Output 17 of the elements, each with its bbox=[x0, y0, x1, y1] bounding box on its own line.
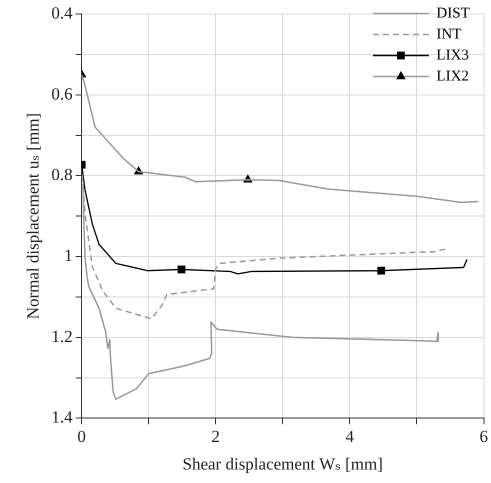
x-tick-label: 0 bbox=[77, 426, 86, 446]
y-tick-label: 1.2 bbox=[51, 326, 73, 346]
x-tick-label: 4 bbox=[345, 426, 354, 446]
legend-label: DIST bbox=[436, 5, 470, 22]
x-tick-label: 2 bbox=[211, 426, 220, 446]
y-axis-title: Normal displacement uₛ [mm] bbox=[24, 112, 43, 320]
legend-label: LIX2 bbox=[436, 68, 469, 84]
x-tick-label: 6 bbox=[480, 426, 488, 446]
y-tick-label: 1.4 bbox=[51, 408, 74, 427]
legend-label: INT bbox=[436, 26, 462, 42]
y-tick-label: 0.6 bbox=[51, 84, 73, 104]
y-tick-label: 0.4 bbox=[51, 3, 74, 22]
point bbox=[178, 266, 186, 274]
x-axis-title: Shear displacement Wₛ [mm] bbox=[182, 454, 383, 474]
legend-label: LIX3 bbox=[436, 47, 469, 64]
y-tick-label: 1 bbox=[64, 246, 73, 265]
y-tick-label: 0.8 bbox=[51, 165, 73, 184]
